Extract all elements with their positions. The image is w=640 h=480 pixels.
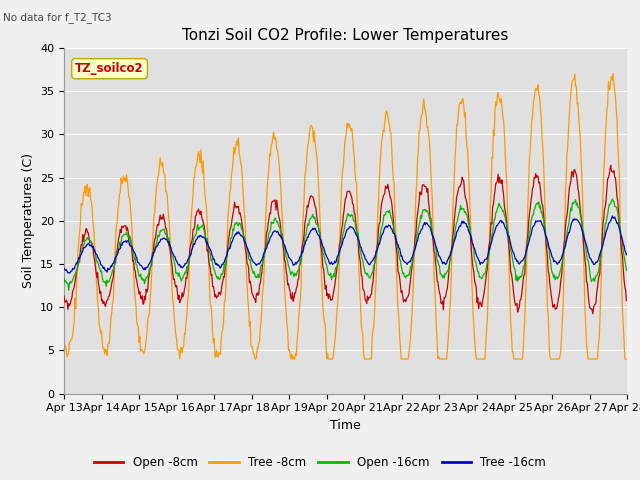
X-axis label: Time: Time	[330, 419, 361, 432]
Legend: Open -8cm, Tree -8cm, Open -16cm, Tree -16cm: Open -8cm, Tree -8cm, Open -16cm, Tree -…	[89, 452, 551, 474]
Text: TZ_soilco2: TZ_soilco2	[76, 62, 144, 75]
Text: No data for f_T2_TC3: No data for f_T2_TC3	[3, 12, 112, 23]
Title: Tonzi Soil CO2 Profile: Lower Temperatures: Tonzi Soil CO2 Profile: Lower Temperatur…	[182, 28, 509, 43]
Y-axis label: Soil Temperatures (C): Soil Temperatures (C)	[22, 153, 35, 288]
